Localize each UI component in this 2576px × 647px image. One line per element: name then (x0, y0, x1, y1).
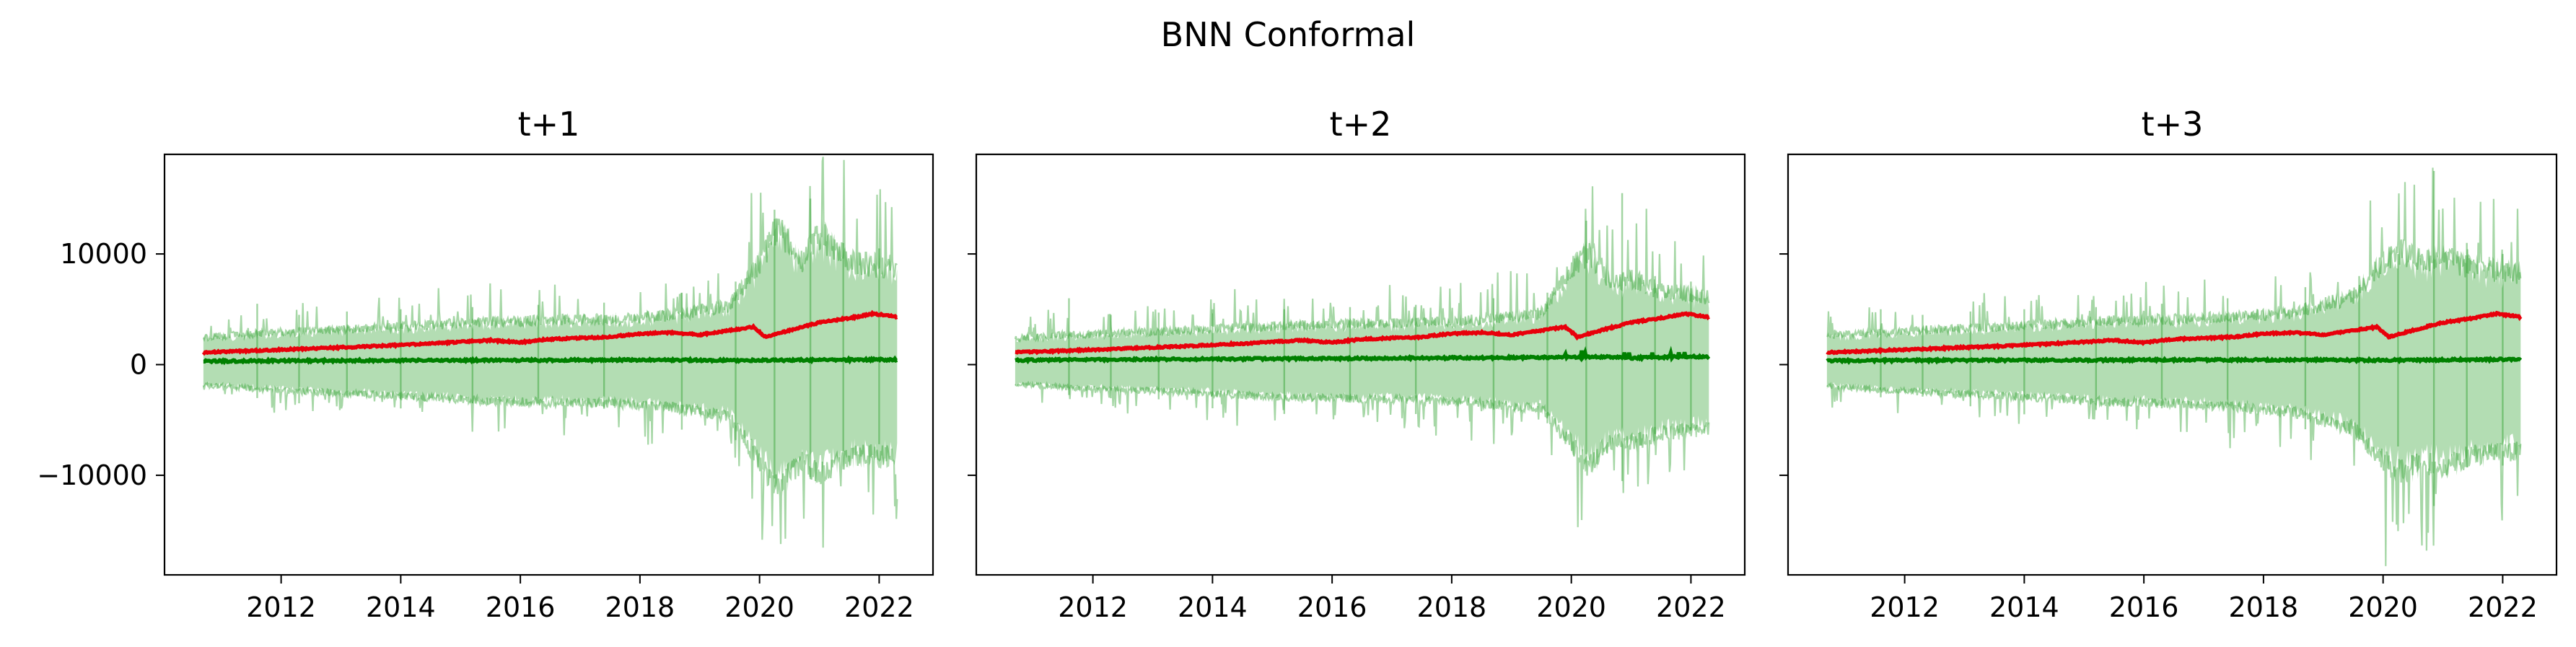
panel-t2: t+2 2012 2014 2016 2018 2020 2022 (968, 105, 1746, 623)
panel-title: t+1 (518, 105, 580, 144)
x-tick-label: 2016 (2109, 591, 2179, 623)
x-tick-label: 2022 (2468, 591, 2538, 623)
lower-bound-trace (1015, 380, 1710, 527)
y-tick-label: 0 (130, 349, 147, 381)
lower-bound-trace (1826, 382, 2522, 566)
x-tick-label: 2022 (1656, 591, 1726, 623)
x-tick-label: 2014 (1178, 591, 1248, 623)
upper-bound-trace (202, 157, 898, 343)
lower-bound-trace (202, 381, 898, 548)
x-tick-label: 2020 (2348, 591, 2418, 623)
x-tick-label: 2016 (1297, 591, 1367, 623)
x-tick-label: 2012 (246, 591, 316, 623)
actual-line (201, 309, 898, 356)
figure-title: BNN Conformal (1161, 15, 1416, 54)
x-tick-label: 2020 (1536, 591, 1606, 623)
x-tick-label: 2012 (1870, 591, 1940, 623)
x-tick-label: 2018 (1417, 591, 1487, 623)
y-tick-label: 10000 (60, 238, 147, 270)
predicted-line (1015, 345, 1711, 365)
panel-t3: t+3 2012 2014 2016 2018 2020 2022 (1779, 105, 2558, 623)
predicted-line (203, 355, 898, 366)
panel-title: t+2 (1330, 105, 1392, 144)
panel-t1: t+1 2012 2014 2016 2018 2020 2022 −10000 0 10000 (37, 105, 934, 623)
plot-area (201, 157, 898, 548)
prediction-interval-band (203, 216, 898, 496)
x-tick-label: 2018 (2229, 591, 2299, 623)
upper-bound-trace (1826, 167, 2522, 340)
interval-spikes (1068, 193, 1692, 481)
actual-line (1826, 310, 2523, 356)
x-tick-label: 2020 (724, 591, 794, 623)
x-tick-label: 2014 (366, 591, 436, 623)
x-tick-label: 2012 (1058, 591, 1128, 623)
actual-line (1015, 311, 1710, 356)
predicted-line (1826, 356, 2523, 365)
x-tick-label: 2018 (605, 591, 675, 623)
panel-title: t+3 (2142, 105, 2204, 144)
plot-area (1826, 167, 2523, 566)
x-tick-label: 2014 (1989, 591, 2059, 623)
x-tick-label: 2022 (844, 591, 914, 623)
plot-area (1014, 186, 1711, 527)
upper-bound-trace (1014, 186, 1710, 343)
y-tick-label: −10000 (37, 459, 147, 491)
x-tick-label: 2016 (486, 591, 556, 623)
